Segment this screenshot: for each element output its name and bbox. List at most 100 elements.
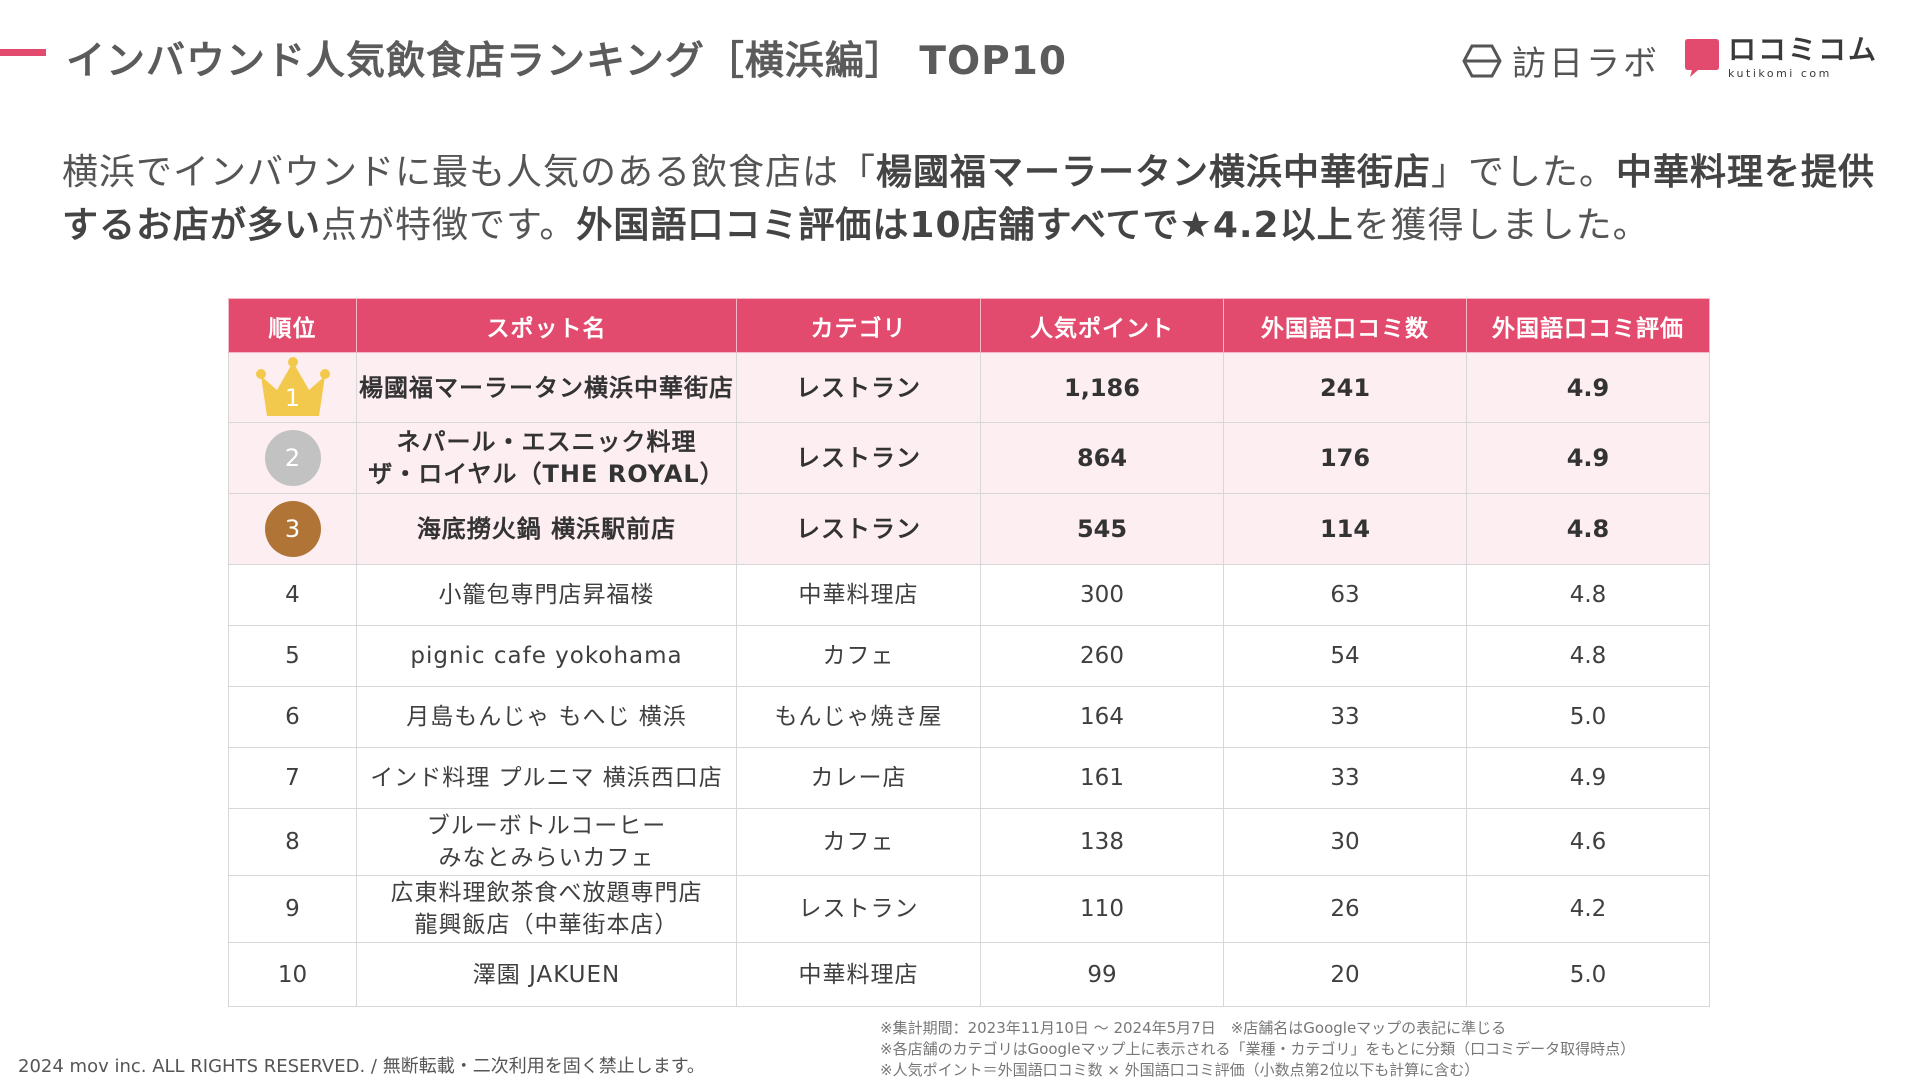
popularity-points: 545 [980, 493, 1224, 565]
review-rating: 5.0 [1466, 686, 1710, 748]
spot-name: 月島もんじゃ もへじ 横浜 [356, 686, 737, 748]
spot-name: 広東料理飲茶食べ放題専門店 龍興飯店（中華街本店） [356, 875, 737, 943]
rank-number: 2 [284, 444, 301, 472]
popularity-points: 300 [980, 564, 1224, 626]
table-row: 6 月島もんじゃ もへじ 横浜 もんじゃ焼き屋 164 33 5.0 [228, 686, 1710, 748]
footnote-category: ※各店舗のカテゴリはGoogleマップ上に表示される「業種・カテゴリ」をもとに分… [880, 1040, 1636, 1058]
houn-lab-logo: 訪日ラボ [1462, 36, 1660, 85]
header-rank: 順位 [228, 298, 357, 353]
review-count: 20 [1223, 942, 1467, 1007]
brand-logos: 訪日ラボ ロコミコム kutikomi com [1462, 32, 1876, 85]
lead-text-3: 点が特徴です。 [321, 205, 577, 246]
category: カフェ [736, 625, 981, 687]
review-count: 30 [1223, 808, 1467, 876]
spot-name-line-1: ブルーボトルコーヒー [426, 813, 667, 839]
spot-name: 海底撈火鍋 横浜駅前店 [356, 493, 737, 565]
review-rating: 4.6 [1466, 808, 1710, 876]
spot-name-line-2: ザ・ロイヤル（THE ROYAL） [368, 460, 725, 488]
popularity-points: 164 [980, 686, 1224, 748]
spot-name-line-2: 龍興飯店（中華街本店） [414, 912, 679, 938]
rank-number: 1 [284, 383, 301, 412]
header-review-rating: 外国語口コミ評価 [1466, 298, 1710, 353]
review-count: 26 [1223, 875, 1467, 943]
ranking-table: 順位 スポット名 カテゴリ 人気ポイント 外国語口コミ数 外国語口コミ評価 [228, 298, 1710, 1007]
lead-text-4: を獲得しました。 [1353, 205, 1650, 246]
review-rating: 5.0 [1466, 942, 1710, 1007]
copyright-notice: 2024 mov inc. ALL RIGHTS RESERVED. / 無断転… [18, 1056, 705, 1077]
table-row: 5 pignic cafe yokohama カフェ 260 54 4.8 [228, 625, 1710, 687]
popularity-points: 1,186 [980, 352, 1224, 423]
spot-name: 澤園 JAKUEN [356, 942, 737, 1007]
rank-number: 3 [284, 515, 301, 543]
lead-highlight-3: 外国語口コミ評価は10店舗すべてで★4.2以上 [576, 205, 1354, 246]
rank-cell: 4 [228, 564, 357, 626]
houn-lab-logo-text: 訪日ラボ [1512, 44, 1660, 84]
spot-name: ブルーボトルコーヒー みなとみらいカフェ [356, 808, 737, 876]
spot-name-line-1: 広東料理飲茶食べ放題専門店 [390, 880, 703, 906]
houn-lab-logo-icon [1462, 44, 1502, 77]
spot-name: インド料理 プルニマ 横浜西口店 [356, 747, 737, 809]
review-rating: 4.9 [1466, 422, 1710, 494]
rank-cell: 5 [228, 625, 357, 687]
popularity-points: 864 [980, 422, 1224, 494]
review-rating: 4.8 [1466, 625, 1710, 687]
lead-highlight-1: 楊國福マーラータン横浜中華街店 [876, 152, 1432, 193]
review-rating: 4.9 [1466, 352, 1710, 423]
category: カフェ [736, 808, 981, 876]
review-count: 33 [1223, 686, 1467, 748]
kutikomi-logo: ロコミコム kutikomi com [1684, 36, 1878, 79]
review-count: 241 [1223, 352, 1467, 423]
table-row: 10 澤園 JAKUEN 中華料理店 99 20 5.0 [228, 942, 1710, 1007]
category: レストラン [736, 352, 981, 423]
header-popularity-points: 人気ポイント [980, 298, 1224, 353]
category: レストラン [736, 422, 981, 494]
header-spot-name: スポット名 [356, 298, 737, 353]
spot-name: ネパール・エスニック料理 ザ・ロイヤル（THE ROYAL） [356, 422, 737, 494]
rank-cell: 6 [228, 686, 357, 748]
lead-text-2: 」でした。 [1431, 152, 1617, 193]
bronze-medal-icon: 3 [264, 501, 321, 557]
review-count: 63 [1223, 564, 1467, 626]
rank-cell: 1 [228, 352, 357, 423]
table-row: 1 楊國福マーラータン横浜中華街店 レストラン 1,186 241 4.9 [228, 352, 1710, 423]
rank-cell: 7 [228, 747, 357, 809]
review-rating: 4.8 [1466, 564, 1710, 626]
rank-cell: 10 [228, 942, 357, 1007]
review-count: 33 [1223, 747, 1467, 809]
table-row: 8 ブルーボトルコーヒー みなとみらいカフェ カフェ 138 30 4.6 [228, 808, 1710, 876]
popularity-points: 161 [980, 747, 1224, 809]
silver-medal-icon: 2 [264, 430, 321, 486]
spot-name-line-1: ネパール・エスニック料理 [396, 428, 697, 456]
popularity-points: 110 [980, 875, 1224, 943]
table-header-row: 順位 スポット名 カテゴリ 人気ポイント 外国語口コミ数 外国語口コミ評価 [228, 298, 1710, 353]
category: もんじゃ焼き屋 [736, 686, 981, 748]
popularity-points: 99 [980, 942, 1224, 1007]
footnote-points-formula: ※人気ポイント＝外国語口コミ数 × 外国語口コミ評価（小数点第2位以下も計算に含… [880, 1061, 1480, 1079]
category: 中華料理店 [736, 942, 981, 1007]
lead-paragraph: 横浜でインバウンドに最も人気のある飲食店は「楊國福マーラータン横浜中華街店」でし… [62, 146, 1882, 252]
page-title: インバウンド人気飲食店ランキング［横浜編］ TOP10 [66, 39, 1068, 84]
rank-cell: 8 [228, 808, 357, 876]
review-count: 54 [1223, 625, 1467, 687]
review-rating: 4.2 [1466, 875, 1710, 943]
table-row: 3 海底撈火鍋 横浜駅前店 レストラン 545 114 4.8 [228, 493, 1710, 565]
category: カレー店 [736, 747, 981, 809]
rank-cell: 3 [228, 493, 357, 565]
review-count: 176 [1223, 422, 1467, 494]
category: レストラン [736, 493, 981, 565]
table-row: 7 インド料理 プルニマ 横浜西口店 カレー店 161 33 4.9 [228, 747, 1710, 809]
review-count: 114 [1223, 493, 1467, 565]
gold-crown-icon: 1 [253, 356, 333, 420]
review-rating: 4.8 [1466, 493, 1710, 565]
kutikomi-logo-icon [1685, 38, 1719, 77]
table-row: 4 小籠包専門店昇福楼 中華料理店 300 63 4.8 [228, 564, 1710, 626]
lead-text-1: 横浜でインバウンドに最も人気のある飲食店は「 [62, 152, 877, 193]
popularity-points: 138 [980, 808, 1224, 876]
title-accent-bar [0, 49, 46, 56]
table-row: 2 ネパール・エスニック料理 ザ・ロイヤル（THE ROYAL） レストラン 86… [228, 422, 1710, 494]
table-row: 9 広東料理飲茶食べ放題専門店 龍興飯店（中華街本店） レストラン 110 26 … [228, 875, 1710, 943]
spot-name: 小籠包専門店昇福楼 [356, 564, 737, 626]
popularity-points: 260 [980, 625, 1224, 687]
spot-name: 楊國福マーラータン横浜中華街店 [356, 352, 737, 423]
